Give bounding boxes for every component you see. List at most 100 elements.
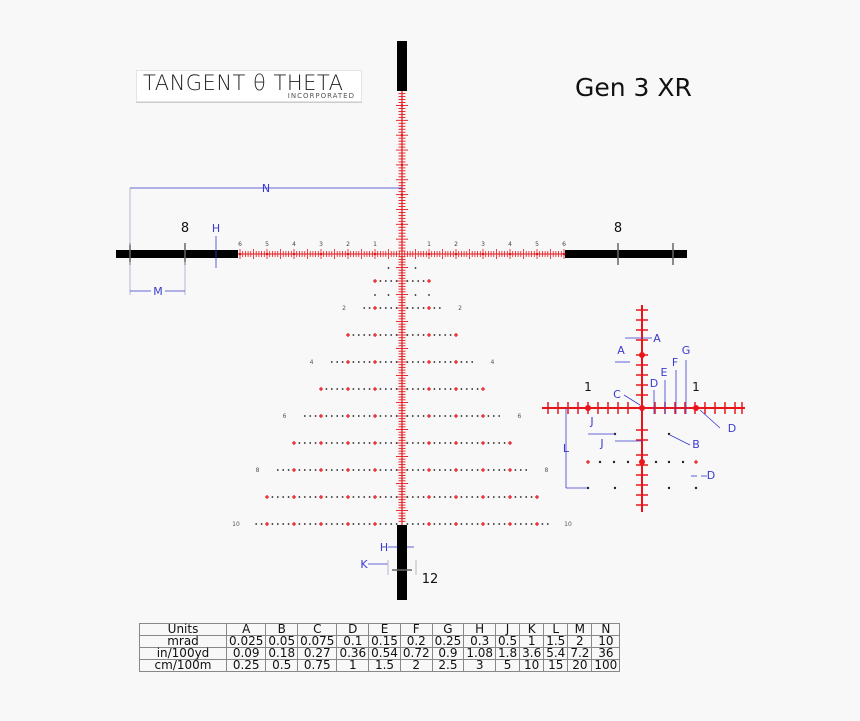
detail-label-B: B [692, 438, 700, 451]
h-dot [562, 252, 566, 256]
tree-dot [384, 280, 387, 282]
scale-label: 6 [562, 241, 566, 248]
tree-dot [287, 469, 290, 471]
units-table-cell: 10 [519, 659, 545, 672]
tree-label: 2 [342, 305, 346, 312]
tree-dot [379, 469, 382, 471]
tree-dot [363, 469, 366, 471]
tree-dot [411, 280, 414, 282]
tree-dot [422, 334, 425, 336]
tree-dot [498, 415, 501, 417]
tree-dot [433, 361, 436, 363]
tree-dot [433, 415, 436, 417]
tree-dot [487, 469, 490, 471]
tree-dot [417, 496, 420, 498]
detail-small-dot [667, 486, 671, 490]
tree-dot [460, 496, 463, 498]
tree-dot [330, 469, 333, 471]
tree-dot [492, 523, 495, 525]
h-dot [346, 252, 350, 256]
tree-dot [498, 442, 501, 444]
detail-dot [639, 405, 645, 411]
tree-dot [411, 388, 414, 390]
scale-label: 3 [319, 241, 323, 248]
tree-dot [438, 469, 441, 471]
tree-dot [406, 361, 409, 363]
tree-dot [449, 388, 452, 390]
tree-dot [438, 523, 441, 525]
tree-dot [390, 280, 393, 282]
detail-small-dot [654, 460, 658, 464]
tree-dot [282, 496, 285, 498]
tree-dot [471, 361, 474, 363]
tree-dot [379, 496, 382, 498]
tree-dot [411, 469, 414, 471]
v-dot [400, 104, 404, 107]
tree-dot [498, 496, 501, 498]
units-table-cell: cm/100m [139, 659, 227, 672]
h-dot [265, 252, 269, 256]
tree-dot [444, 469, 447, 471]
tree-dot [438, 442, 441, 444]
post-label-right: 8 [614, 221, 622, 236]
tree-dot [368, 307, 371, 309]
tree-dot [438, 388, 441, 390]
tree-dot [276, 523, 279, 525]
tree-label: 2 [458, 305, 462, 312]
tree-dot [271, 496, 274, 498]
tree-dot [519, 523, 522, 525]
tree-dot [336, 361, 339, 363]
tree-dot [460, 361, 463, 363]
tree-dot [357, 334, 360, 336]
detail-label-A2: A [617, 344, 625, 357]
dim-H2-label: H [380, 541, 388, 554]
tree-dot [492, 415, 495, 417]
tree-dot [417, 280, 420, 282]
detail-small-dot [667, 460, 671, 464]
tree-dot [395, 361, 398, 363]
tree-dot [330, 523, 333, 525]
tree-dot [498, 523, 501, 525]
tree-dot [341, 442, 344, 444]
tree-dot [406, 388, 409, 390]
tree-dot [341, 388, 344, 390]
tree-dot [395, 334, 398, 336]
tree-dot [282, 469, 285, 471]
tree-dot [368, 361, 371, 363]
units-table-cell: 10 [591, 635, 621, 648]
tree-dot [449, 442, 452, 444]
units-table-cell: 0.72 [399, 647, 433, 660]
tree-dot [414, 267, 417, 269]
tree-dot [460, 442, 463, 444]
v-dot [400, 133, 404, 137]
tree-dot [471, 388, 474, 390]
tree-label: 4 [310, 359, 314, 366]
tree-dot [395, 523, 398, 525]
logo-main-text: TANGENT θ THETA [143, 71, 344, 95]
h-dot [535, 252, 539, 256]
detail-small-dot [612, 460, 616, 464]
detail-label-L: L [563, 442, 570, 455]
tree-dot [514, 469, 517, 471]
tree-dot [352, 523, 355, 525]
scale-label: 1 [373, 241, 377, 248]
tree-dot [298, 469, 301, 471]
tree-dot [325, 496, 328, 498]
tree-dot [390, 361, 393, 363]
tree-label: 4 [490, 359, 494, 366]
tree-dot [465, 415, 468, 417]
tree-dot [514, 496, 517, 498]
units-table-cell: 0.27 [297, 647, 338, 660]
tree-dot [303, 415, 306, 417]
tree-dot [417, 442, 420, 444]
tree-dot [498, 469, 501, 471]
tree-dot [476, 469, 479, 471]
units-table-cell: 0.25 [225, 659, 267, 672]
scale-label: 6 [238, 241, 242, 248]
tree-dot [352, 361, 355, 363]
units-table-cell: 0.5 [495, 635, 521, 648]
tree-dot [390, 523, 393, 525]
tree-label: 8 [544, 467, 548, 474]
tree-dot [384, 469, 387, 471]
